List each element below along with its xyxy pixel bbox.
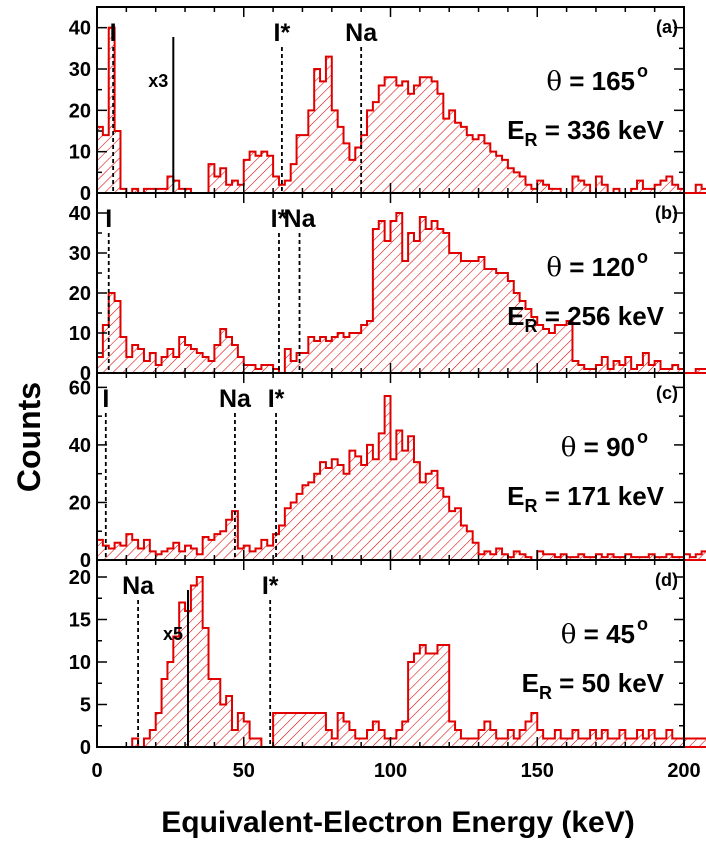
panel-label: (c) [656,383,678,403]
y-tick-label: 10 [69,323,91,345]
y-tick-label: 10 [69,142,91,164]
histogram [96,212,706,374]
y-tick-label: 30 [69,59,91,81]
degree-symbol: o [637,247,648,267]
degree-symbol: o [637,61,648,81]
peak-label: Na [122,572,155,600]
y-tick-label: 20 [69,567,91,589]
histogram [97,576,706,748]
y-tick-label: 0 [80,737,91,759]
peak-label: I [110,19,117,47]
peak-label: Na [219,385,252,413]
panel-label: (a) [656,17,678,37]
peak-label: I* [268,385,285,413]
y-tick-label: 5 [80,695,91,717]
y-tick-label: 20 [69,283,91,305]
panel: 0 20 40 60 (c) I Na I* θ = 90 o ER = 171 keV [69,372,706,572]
x-tick-labels: 0 50 100 150 200 [91,760,700,782]
recoil-energy: ER = 256 keV [507,301,664,336]
panel-label: (d) [655,570,678,590]
x-axis-title: Equivalent-Electron Energy (keV) [161,806,634,839]
scale-label: x3 [148,71,168,91]
y-tick-label: 0 [80,550,91,572]
x-tick-label: 0 [91,760,102,782]
degree-symbol: o [637,427,648,447]
histogram [96,395,706,561]
y-tick-label: 40 [69,203,91,225]
y-tick-label: 60 [69,377,91,399]
peak-label: Na [345,19,378,47]
y-tick-label: 15 [69,610,91,632]
peak-label: I* [271,205,288,233]
recoil-energy: ER = 336 keV [507,115,664,150]
peak-label: Na [284,205,317,233]
y-tick-label: 20 [69,492,91,514]
histogram [96,26,706,194]
y-tick-label: 10 [69,652,91,674]
y-axis-title: Counts [11,382,47,492]
panel: 0 10 20 30 40 (b) I I*Na θ = 120 o ER = 256 keV [69,192,706,385]
theta-label: θ = 120 [546,252,635,283]
scale-label: x5 [163,624,183,644]
panel-label: (b) [655,203,678,223]
y-tick-label: 0 [80,183,91,205]
recoil-energy: ER = 171 keV [507,481,664,516]
theta-label: θ = 90 [561,432,635,463]
x-tick-label: 150 [521,760,554,782]
recoil-energy: ER = 50 keV [522,668,665,703]
theta-label: θ = 165 [546,66,635,97]
x-tick-label: 50 [233,760,255,782]
x-tick-label: 100 [374,760,407,782]
peak-label: I* [274,19,291,47]
theta-label: θ = 45 [561,619,635,650]
panel: 0 5 10 15 20 (d) Na I* x5 θ = 45 o ER = 50 keV [69,559,706,759]
peak-label: I [102,385,109,413]
y-tick-label: 0 [80,363,91,385]
degree-symbol: o [637,614,648,634]
peak-label: I* [262,572,279,600]
peak-label: I [105,205,112,233]
y-tick-label: 20 [69,100,91,122]
y-tick-label: 30 [69,243,91,265]
y-tick-label: 40 [69,18,91,40]
y-tick-label: 40 [69,435,91,457]
panel: 0 10 20 30 40 (a) I I* Na x3 θ = 165 o ER = 336 keV [69,6,706,205]
x-tick-label: 200 [667,760,700,782]
